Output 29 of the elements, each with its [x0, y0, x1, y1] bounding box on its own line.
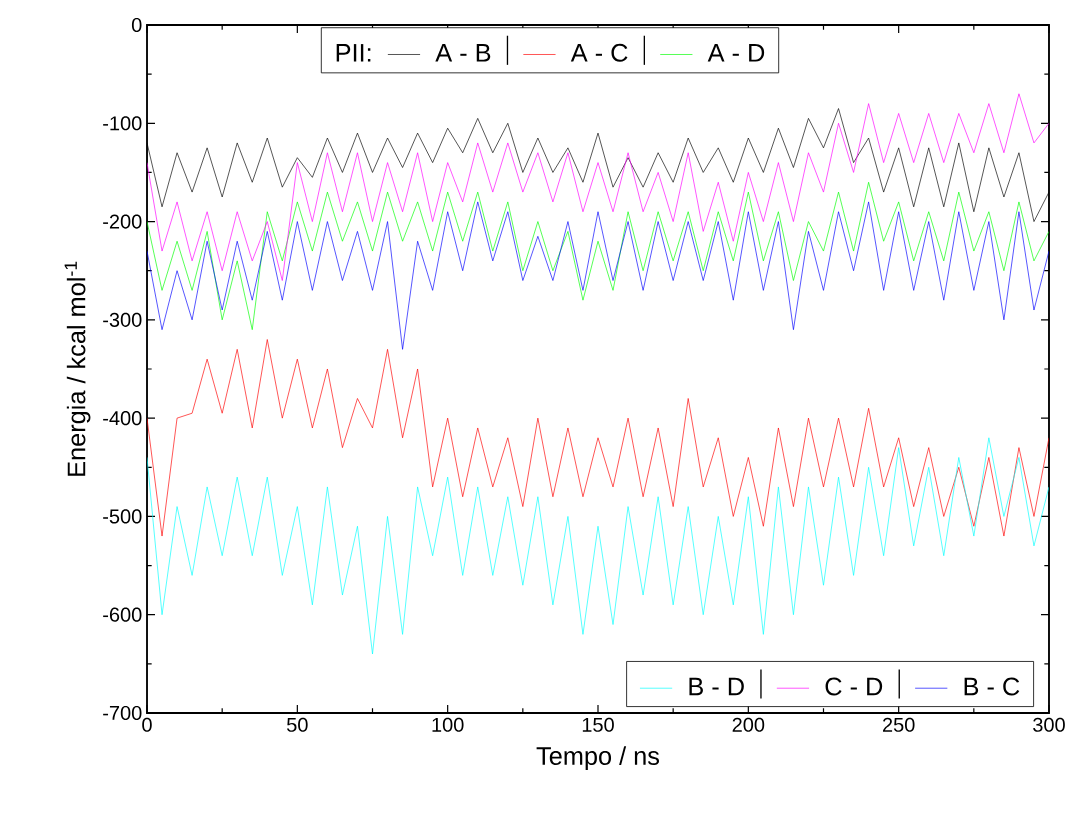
legend-label: B - C	[964, 677, 1020, 696]
line-series	[147, 181, 1049, 331]
y-tick-label: -200	[103, 214, 142, 229]
y-tick-label: -300	[103, 312, 142, 327]
line-series	[147, 437, 1049, 655]
x-axis-title: Tempo / ns	[536, 746, 660, 770]
line-series	[147, 93, 1049, 281]
legend-label: B - D	[689, 677, 744, 696]
x-tick-label: 50	[287, 717, 308, 732]
y-axis-title: Energia / kcal mol$^{-1}$	[64, 261, 91, 476]
y-tick-label: -100	[103, 116, 142, 131]
x-tick-label: 200	[732, 717, 765, 732]
line-series	[147, 201, 1049, 350]
x-tick-label: 0	[142, 717, 152, 732]
y-tick-label: -700	[103, 705, 142, 721]
x-tick-label: 150	[582, 717, 614, 732]
line-series	[147, 339, 1049, 537]
x-tick-label: 100	[432, 717, 464, 732]
y-tick-label: -600	[103, 607, 142, 622]
legend-label: A - B	[435, 44, 491, 62]
legend-title: PII:	[336, 44, 371, 62]
y-tick-label: -400	[103, 411, 142, 426]
legend-label: C - D	[825, 677, 883, 696]
x-tick-label: 250	[882, 717, 915, 732]
legend-label: A - D	[707, 44, 765, 62]
y-tick-label: 0	[131, 17, 142, 33]
x-tick-label: 300	[1033, 717, 1065, 732]
legend-label: A - C	[570, 43, 628, 62]
y-tick-label: -500	[103, 509, 142, 524]
